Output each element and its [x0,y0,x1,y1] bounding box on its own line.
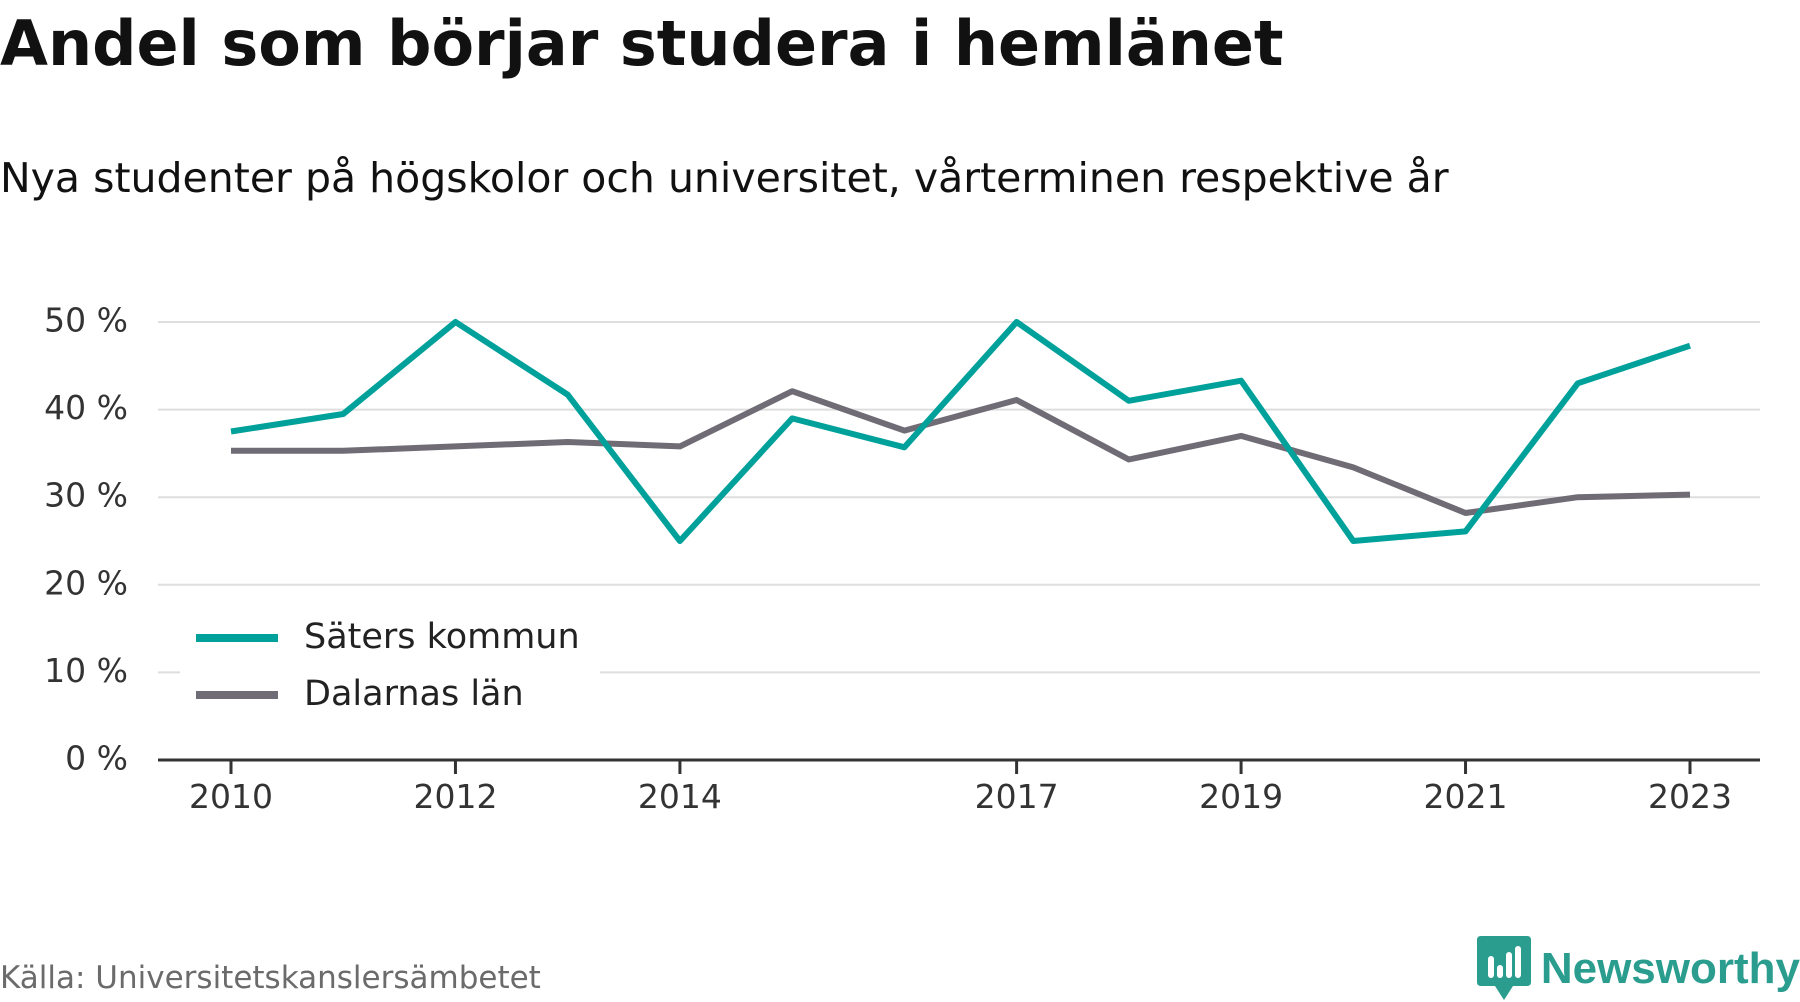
newsworthy-bar-chart-icon [1476,936,1531,1000]
x-tick-label: 2012 [413,777,497,816]
x-tick-label: 2014 [638,777,722,816]
legend-background [180,602,600,720]
x-axis: 2010 2012 2014 2017 2019 2021 2023 [158,758,1760,816]
y-tick-label: 30 % [44,476,128,515]
x-tick-label: 2023 [1648,777,1732,816]
y-tick-label: 50 % [44,301,128,340]
brand-name: Newsworthy [1540,944,1800,993]
x-tick-label: 2010 [189,777,273,816]
chart-title: Andel som börjar studera i hemlänet [0,7,1284,80]
legend-label: Säters kommun [304,617,580,657]
series-line-1 [231,388,1691,516]
series-line-0 [230,319,1691,544]
y-tick-label: 10 % [44,651,128,690]
y-axis: 0 % 10 % 20 % 30 % 40 % 50 % [44,301,128,778]
y-tick-label: 0 % [65,739,128,778]
chart-subtitle: Nya studenter på högskolor och universit… [0,154,1449,202]
x-tick-label: 2021 [1424,777,1508,816]
legend: Säters kommun Dalarnas län [180,602,600,720]
source-note: Källa: Universitetskanslersämbetet [0,960,541,996]
x-tick-label: 2017 [975,777,1059,816]
x-tick-label: 2019 [1199,777,1283,816]
legend-label: Dalarnas län [304,674,524,714]
brand-logo: Newsworthy [1476,936,1800,1002]
line-chart: 0 % 10 % 20 % 30 % 40 % 50 % 2010 2012 2014 2017… [44,301,1760,816]
y-tick-label: 20 % [44,563,128,602]
series-lines [230,319,1691,544]
y-tick-label: 40 % [44,388,128,427]
